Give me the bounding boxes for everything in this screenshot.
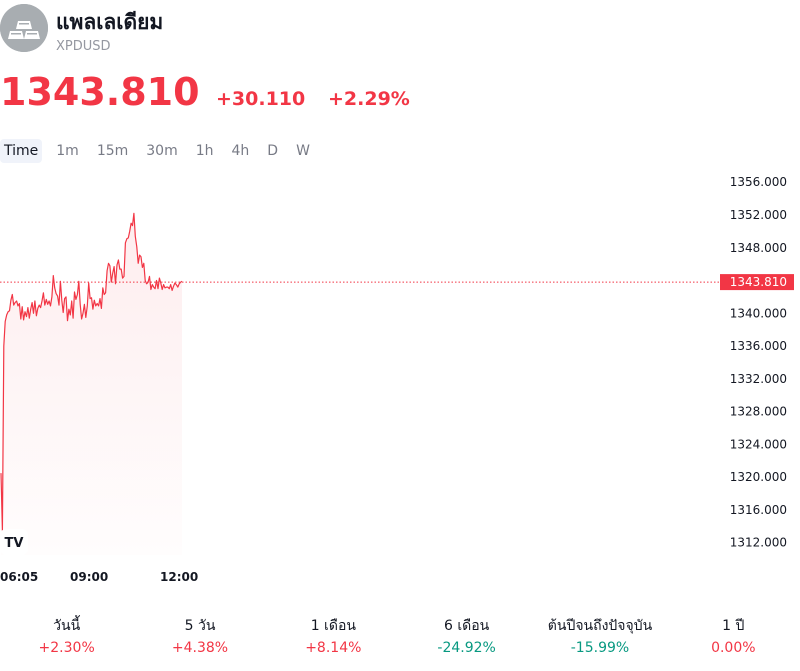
quote-row: 1343.810 +30.110 +2.29% [0, 70, 800, 120]
tradingview-logo-icon: TV [0, 529, 28, 555]
y-tick-label: 1316.000 [730, 503, 787, 517]
perf-1m[interactable]: 1 เดือน +8.14% [267, 615, 400, 671]
tab-30m[interactable]: 30m [146, 143, 178, 159]
price-chart[interactable]: 1356.000 1352.000 1348.000 1340.000 1336.000… [0, 165, 800, 590]
y-tick-label: 1356.000 [730, 175, 787, 189]
price-line [0, 212, 183, 531]
y-tick-label: 1320.000 [730, 470, 787, 484]
x-tick-label: 06:05 [0, 570, 38, 584]
x-tick-label: 09:00 [70, 570, 108, 584]
y-tick-label: 1348.000 [730, 241, 787, 255]
perf-5d[interactable]: 5 วัน +4.38% [133, 615, 266, 671]
last-price: 1343.810 [0, 70, 200, 114]
perf-label: 1 เดือน [310, 618, 356, 634]
perf-ytd[interactable]: ต้นปีจนถึงปัจจุบัน -15.99% [533, 615, 666, 671]
perf-value: +8.14% [305, 640, 362, 656]
perf-label: 6 เดือน [444, 618, 490, 634]
perf-today[interactable]: วันนี้ +2.30% [0, 615, 133, 671]
perf-value: 0.00% [711, 640, 756, 656]
perf-label: 5 วัน [184, 618, 216, 634]
symbol-title: แพลเลเดียม [56, 10, 164, 34]
perf-label: ต้นปีจนถึงปัจจุบัน [547, 618, 653, 634]
tab-4h[interactable]: 4h [231, 143, 250, 159]
perf-value: -24.92% [437, 640, 496, 656]
perf-label: วันนี้ [53, 618, 81, 634]
last-price-tag-label: 1343.810 [730, 275, 787, 289]
logo-text: TV [5, 536, 24, 551]
y-tick-label: 1328.000 [730, 405, 787, 419]
metal-bars-icon [0, 4, 48, 52]
last-price-tag [720, 274, 794, 291]
price-change: +30.110 [216, 88, 306, 110]
tab-15m[interactable]: 15m [96, 143, 129, 159]
symbol-header: แพลเลเดียม XPDUSD [0, 0, 800, 60]
y-tick-label: 1324.000 [730, 437, 787, 451]
tab-time[interactable]: Time [0, 139, 43, 163]
y-tick-label: 1312.000 [730, 536, 787, 550]
timeframe-tabs: Time 1m 15m 30m 1h 4h D W [0, 138, 324, 164]
symbol-ticker: XPDUSD [56, 39, 111, 54]
perf-value: -15.99% [570, 640, 630, 656]
perf-6m[interactable]: 6 เดือน -24.92% [400, 615, 533, 671]
price-change-percent: +2.29% [328, 88, 410, 110]
tab-d[interactable]: D [267, 143, 279, 159]
y-tick-label: 1336.000 [730, 339, 787, 353]
tab-1h[interactable]: 1h [195, 143, 214, 159]
tab-1m[interactable]: 1m [56, 143, 79, 159]
performance-row: วันนี้ +2.30% 5 วัน +4.38% 1 เดือน +8.14… [0, 615, 800, 671]
y-tick-label: 1340.000 [730, 306, 787, 320]
y-tick-label: 1352.000 [730, 208, 787, 222]
tab-w[interactable]: W [296, 143, 310, 159]
perf-1y[interactable]: 1 ปี 0.00% [667, 615, 800, 671]
x-tick-label: 12:00 [160, 570, 198, 584]
y-tick-label: 1332.000 [730, 372, 787, 386]
price-area [1, 213, 182, 556]
perf-value: +4.38% [171, 640, 229, 656]
perf-label: 1 ปี [722, 618, 745, 634]
perf-value: +2.30% [38, 640, 95, 656]
